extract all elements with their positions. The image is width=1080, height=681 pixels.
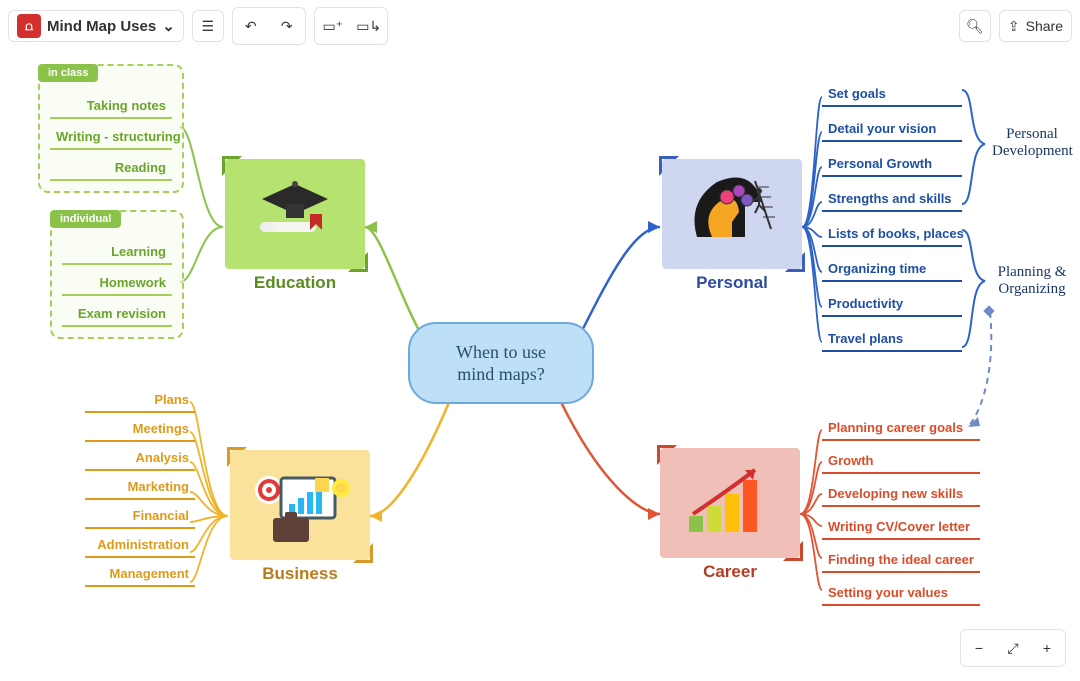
personal-image (662, 159, 802, 269)
chevron-down-icon: ⌄ (162, 17, 175, 35)
search-icon: 🔍︎ (966, 18, 984, 35)
share-label: Share (1026, 18, 1063, 34)
leaf-item[interactable]: Learning (62, 242, 172, 265)
personal-subgroup-1[interactable]: Personal Development (992, 126, 1072, 160)
fit-icon: ⤢ (1007, 640, 1018, 657)
central-topic-text: When to use mind maps? (456, 341, 546, 386)
leaf-item[interactable]: Setting your values (822, 583, 980, 606)
insert-child-button[interactable]: ▭↳ (353, 10, 385, 42)
insert-group: ▭⁺ ▭↳ (314, 7, 388, 45)
leaf-item[interactable]: Finding the ideal career (822, 550, 980, 573)
insert-child-icon: ▭↳ (356, 18, 381, 35)
education-group-tag-1: in class (38, 64, 98, 82)
leaf-item[interactable]: Lists of books, places (822, 224, 962, 247)
node-personal[interactable]: Personal (662, 159, 802, 293)
leaf-item[interactable]: Exam revision (62, 304, 172, 327)
file-title: Mind Map Uses (47, 18, 156, 35)
career-image (660, 448, 800, 558)
education-group-inclass[interactable]: in class Taking notes Writing - structur… (38, 64, 184, 193)
app-logo-icon: ⩍ (17, 14, 41, 38)
leaf-item[interactable]: Travel plans (822, 329, 962, 352)
business-image (230, 450, 370, 560)
node-business[interactable]: Business (230, 450, 370, 584)
leaf-item[interactable]: Personal Growth (822, 154, 962, 177)
leaf-item[interactable]: Growth (822, 451, 980, 474)
insert-sibling-button[interactable]: ▭⁺ (317, 10, 349, 42)
leaf-item[interactable]: Taking notes (50, 96, 172, 119)
minus-icon: − (975, 640, 983, 656)
hamburger-icon: ☰ (201, 18, 214, 35)
insert-sibling-icon: ▭⁺ (322, 18, 343, 35)
leaf-item[interactable]: Organizing time (822, 259, 962, 282)
zoom-fit-button[interactable]: ⤢ (997, 632, 1029, 664)
undo-button[interactable]: ↶ (235, 10, 267, 42)
zoom-in-button[interactable]: + (1031, 632, 1063, 664)
central-topic[interactable]: When to use mind maps? (408, 322, 594, 404)
leaf-item[interactable]: Writing - structuring (50, 127, 172, 150)
leaf-item[interactable]: Planning career goals (822, 418, 980, 441)
leaf-item[interactable]: Writing CV/Cover letter (822, 517, 980, 540)
node-personal-label: Personal (662, 273, 802, 293)
menu-button[interactable]: ☰ (192, 10, 224, 42)
leaf-item[interactable]: Set goals (822, 84, 962, 107)
share-icon: ⇪ (1008, 18, 1020, 35)
search-button[interactable]: 🔍︎ (959, 10, 991, 42)
undo-icon: ↶ (245, 18, 257, 35)
node-education[interactable]: Education (225, 159, 365, 293)
leaf-item[interactable]: Meetings (85, 419, 195, 442)
plus-icon: + (1043, 640, 1051, 656)
node-career-label: Career (660, 562, 800, 582)
leaf-item[interactable]: Detail your vision (822, 119, 962, 142)
node-career[interactable]: Career (660, 448, 800, 582)
redo-icon: ↷ (281, 18, 293, 35)
mindmap-canvas[interactable]: When to use mind maps? Education in clas… (0, 52, 1080, 681)
leaf-item[interactable]: Reading (50, 158, 172, 181)
leaf-item[interactable]: Developing new skills (822, 484, 980, 507)
leaf-item[interactable]: Analysis (85, 448, 195, 471)
education-image (225, 159, 365, 269)
leaf-item[interactable]: Management (85, 564, 195, 587)
leaf-item[interactable]: Marketing (85, 477, 195, 500)
leaf-item[interactable]: Financial (85, 506, 195, 529)
leaf-item[interactable]: Plans (85, 390, 195, 413)
file-title-button[interactable]: ⩍ Mind Map Uses ⌄ (8, 10, 184, 42)
node-business-label: Business (230, 564, 370, 584)
personal-subgroup-2[interactable]: Planning & Organizing (992, 264, 1072, 298)
share-button[interactable]: ⇪ Share (999, 10, 1072, 42)
history-group: ↶ ↷ (232, 7, 306, 45)
leaf-item[interactable]: Homework (62, 273, 172, 296)
zoom-control: − ⤢ + (960, 629, 1066, 667)
education-group-individual[interactable]: individual Learning Homework Exam revisi… (50, 210, 184, 339)
zoom-out-button[interactable]: − (963, 632, 995, 664)
leaf-item[interactable]: Strengths and skills (822, 189, 962, 212)
leaf-item[interactable]: Administration (85, 535, 195, 558)
business-items: Plans Meetings Analysis Marketing Financ… (85, 390, 195, 587)
career-items: Planning career goals Growth Developing … (822, 418, 980, 606)
redo-button[interactable]: ↷ (271, 10, 303, 42)
leaf-item[interactable]: Productivity (822, 294, 962, 317)
education-group-tag-2: individual (50, 210, 121, 228)
node-education-label: Education (225, 273, 365, 293)
toolbar: ⩍ Mind Map Uses ⌄ ☰ ↶ ↷ ▭⁺ ▭↳ 🔍︎ ⇪ Share (8, 8, 1072, 44)
personal-items: Set goals Detail your vision Personal Gr… (822, 84, 962, 352)
